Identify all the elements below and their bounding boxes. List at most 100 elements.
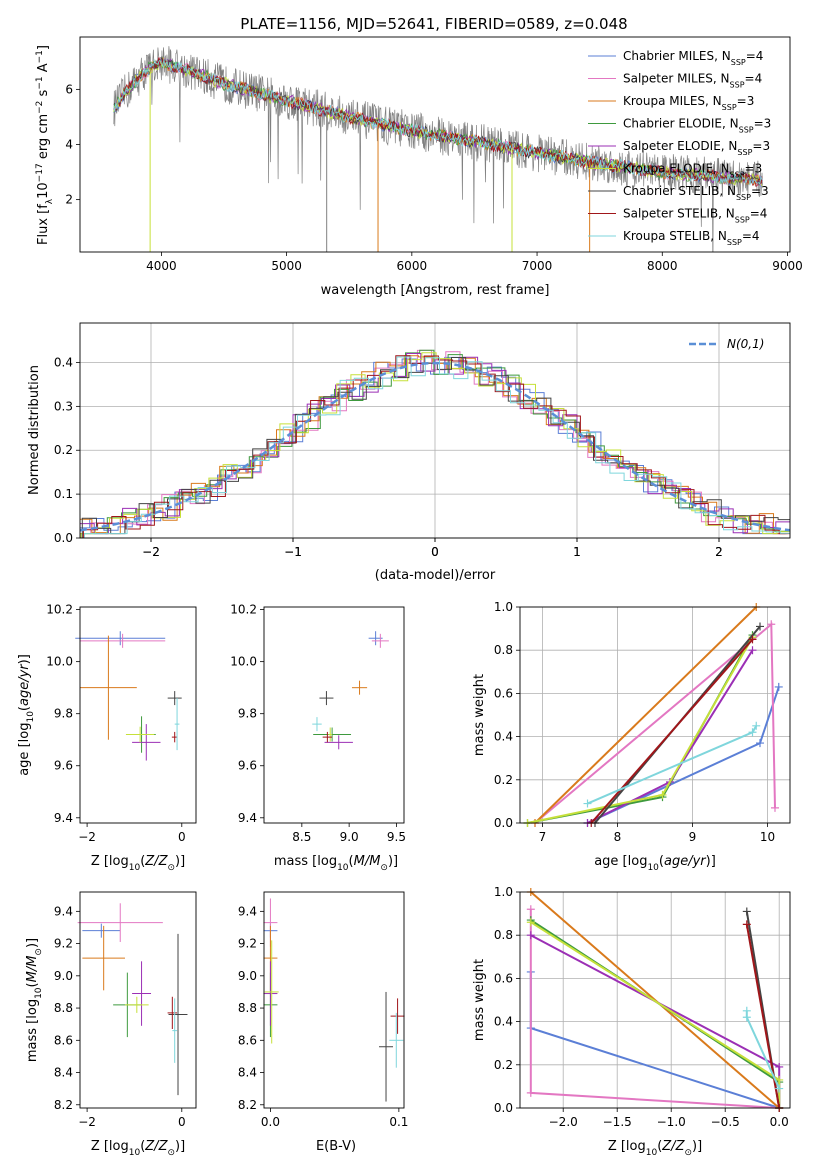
spectrum-panel: 4000 5000 6000 7000 8000 9000 2 4 6 wavelength [… — [35, 36, 803, 298]
legend-nssp: =4 — [746, 49, 764, 63]
weight-marker — [752, 721, 761, 730]
y-tick-label: 0.4 — [54, 355, 73, 369]
legend-label: Salpeter ELODIE, NSSP=3 — [623, 139, 770, 157]
weight-marker — [742, 1013, 751, 1022]
y-tick-label: 0.0 — [494, 1101, 513, 1115]
x-tick-label: 0 — [431, 545, 439, 559]
legend-series-name: Chabrier STELIB, N — [623, 184, 736, 198]
weight-vs-metallicity-frame — [519, 891, 791, 1109]
weight-line — [534, 606, 757, 824]
x-tick-label: −2 — [142, 545, 160, 559]
mass-vs-metallicity-frame — [79, 891, 197, 1109]
age-vs-mass-frame — [263, 606, 405, 824]
mass-vs-metallicity-panel: −2 0 8.2 8.4 8.6 8.8 9.0 9.2 9.4 Z [log10(Z/Z⊙)]… — [25, 891, 197, 1158]
x-tick-label: 9.0 — [340, 830, 359, 844]
y-tick-label: 9.8 — [238, 707, 257, 721]
weight-vs-age-panel: 7 8 9 10 0.0 0.2 0.4 0.6 0.8 1.0 age [log10(age/y… — [472, 600, 791, 873]
weight-line — [587, 725, 758, 805]
y-tick-label: 0.2 — [494, 773, 513, 787]
age-vs-metallicity-xlabel-main: Z [log — [91, 854, 129, 869]
weight-marker — [526, 918, 535, 927]
x-tick-label: −2 — [78, 830, 96, 844]
y-tick-label: 8.8 — [238, 1001, 257, 1015]
y-tick-label: 0.0 — [54, 531, 73, 545]
legend-subscript: SSP — [739, 125, 754, 134]
x-tick-label: −1.0 — [657, 1115, 686, 1129]
mass-vs-ebv-xlabel: E(B-V) — [316, 1139, 356, 1154]
y-tick-label: 9.4 — [238, 811, 257, 825]
weight-vs-metallicity-lines: −2.0 −1.5 −1.0 −0.5 0.0 0.0 0.2 0.4 0.6 0.8 1.0 — [494, 885, 790, 1129]
weight-vs-metallicity-ylabel: mass weight — [472, 959, 487, 1041]
y-tick-label: 0.0 — [494, 816, 513, 830]
weight-vs-age-xlabel: age [log10(age/yr)] — [594, 854, 716, 873]
weight-line — [527, 636, 754, 824]
legend-nssp: =4 — [742, 229, 760, 243]
residual-histogram — [80, 349, 789, 535]
y-tick-label: 9.4 — [238, 904, 257, 918]
y-tick-label: 9.2 — [54, 937, 73, 951]
y-tick-label: 8.4 — [54, 1066, 73, 1080]
y-tick-label: 0.1 — [54, 487, 73, 501]
legend-subscript: SSP — [737, 148, 752, 157]
weight-line — [745, 924, 781, 1109]
spectrum-ylabel: Flux [fλ10−17 erg cm−2 s−1 A−1] — [35, 45, 55, 245]
residual-frame — [79, 322, 791, 539]
y-tick-label: 8.6 — [238, 1033, 257, 1047]
age-vs-metallicity-panel: −2 0 9.4 9.6 9.8 10.0 10.2 Z [log10(Z/Z⊙)] age… — [17, 603, 197, 873]
legend-nssp: =3 — [754, 117, 772, 131]
legend-subscript: SSP — [727, 238, 742, 247]
residual-ylabel: Normed distribution — [27, 365, 42, 495]
weight-marker — [756, 622, 764, 631]
y-tick-label: 8.2 — [238, 1098, 257, 1112]
legend-label: Kroupa STELIB, NSSP=4 — [623, 229, 760, 247]
residual-xlabel: (data-model)/error — [375, 568, 496, 583]
legend-subscript: SSP — [735, 215, 750, 224]
legend-label: Kroupa ELODIE, NSSP=3 — [623, 162, 762, 180]
legend-nssp: =3 — [752, 139, 770, 153]
y-tick-label: 1.0 — [494, 885, 513, 899]
x-tick-label: −1 — [284, 545, 302, 559]
y-tick-label: 0.6 — [494, 686, 513, 700]
residual-legend: N(0,1) — [689, 337, 764, 351]
weight-marker — [526, 905, 535, 914]
x-tick-label: 5000 — [271, 259, 302, 273]
spectrum-xlabel: wavelength [Angstrom, rest frame] — [321, 283, 550, 298]
weight-marker — [767, 620, 776, 629]
legend-nssp: =3 — [737, 94, 755, 108]
residual-histogram — [80, 356, 786, 535]
weight-marker — [583, 799, 592, 808]
y-tick-label: 0.2 — [54, 443, 73, 457]
mass-vs-ebv-panel: 0.0 0.1 8.2 8.4 8.6 8.8 9.0 9.2 9.4 E(B-V) — [238, 891, 408, 1154]
age-vs-mass-errorbars: 8.5 9.0 9.5 9.4 9.6 9.8 10.0 10.2 — [230, 603, 406, 844]
legend-series-name: Salpeter MILES, N — [623, 72, 730, 86]
y-tick-label: 9.0 — [54, 969, 73, 983]
y-tick-label: 0.6 — [494, 971, 513, 985]
x-tick-label: 9 — [689, 830, 697, 844]
x-tick-label: 7000 — [522, 259, 553, 273]
weight-marker — [742, 920, 751, 929]
legend-series-name: Kroupa MILES, N — [623, 94, 722, 108]
x-tick-label: 0 — [178, 1115, 186, 1129]
y-tick-label: 9.0 — [238, 969, 257, 983]
y-tick-label: 10.2 — [230, 603, 257, 617]
x-tick-label: −1.5 — [603, 1115, 632, 1129]
weight-vs-age-frame — [519, 606, 791, 824]
weight-vs-age-lines: 7 8 9 10 0.0 0.2 0.4 0.6 0.8 1.0 — [494, 600, 790, 844]
x-tick-label: 9000 — [772, 259, 803, 273]
legend-subscript: SSP — [731, 58, 746, 67]
x-tick-label: 6000 — [397, 259, 428, 273]
y-tick-label: 10.0 — [230, 655, 257, 669]
legend-nssp: =3 — [751, 184, 769, 198]
residual-histogram — [80, 352, 790, 538]
weight-line — [745, 1010, 781, 1090]
weight-marker — [658, 790, 667, 799]
y-tick-label: 4 — [65, 138, 73, 152]
residual-histogram — [81, 357, 790, 538]
weight-line — [529, 909, 780, 1109]
x-tick-label: −2 — [78, 1115, 96, 1129]
weight-line — [529, 971, 780, 1109]
mass-vs-metallicity-ylabel: mass [log10(M/M⊙)] — [25, 938, 44, 1062]
y-tick-label: 0.4 — [494, 1015, 513, 1029]
